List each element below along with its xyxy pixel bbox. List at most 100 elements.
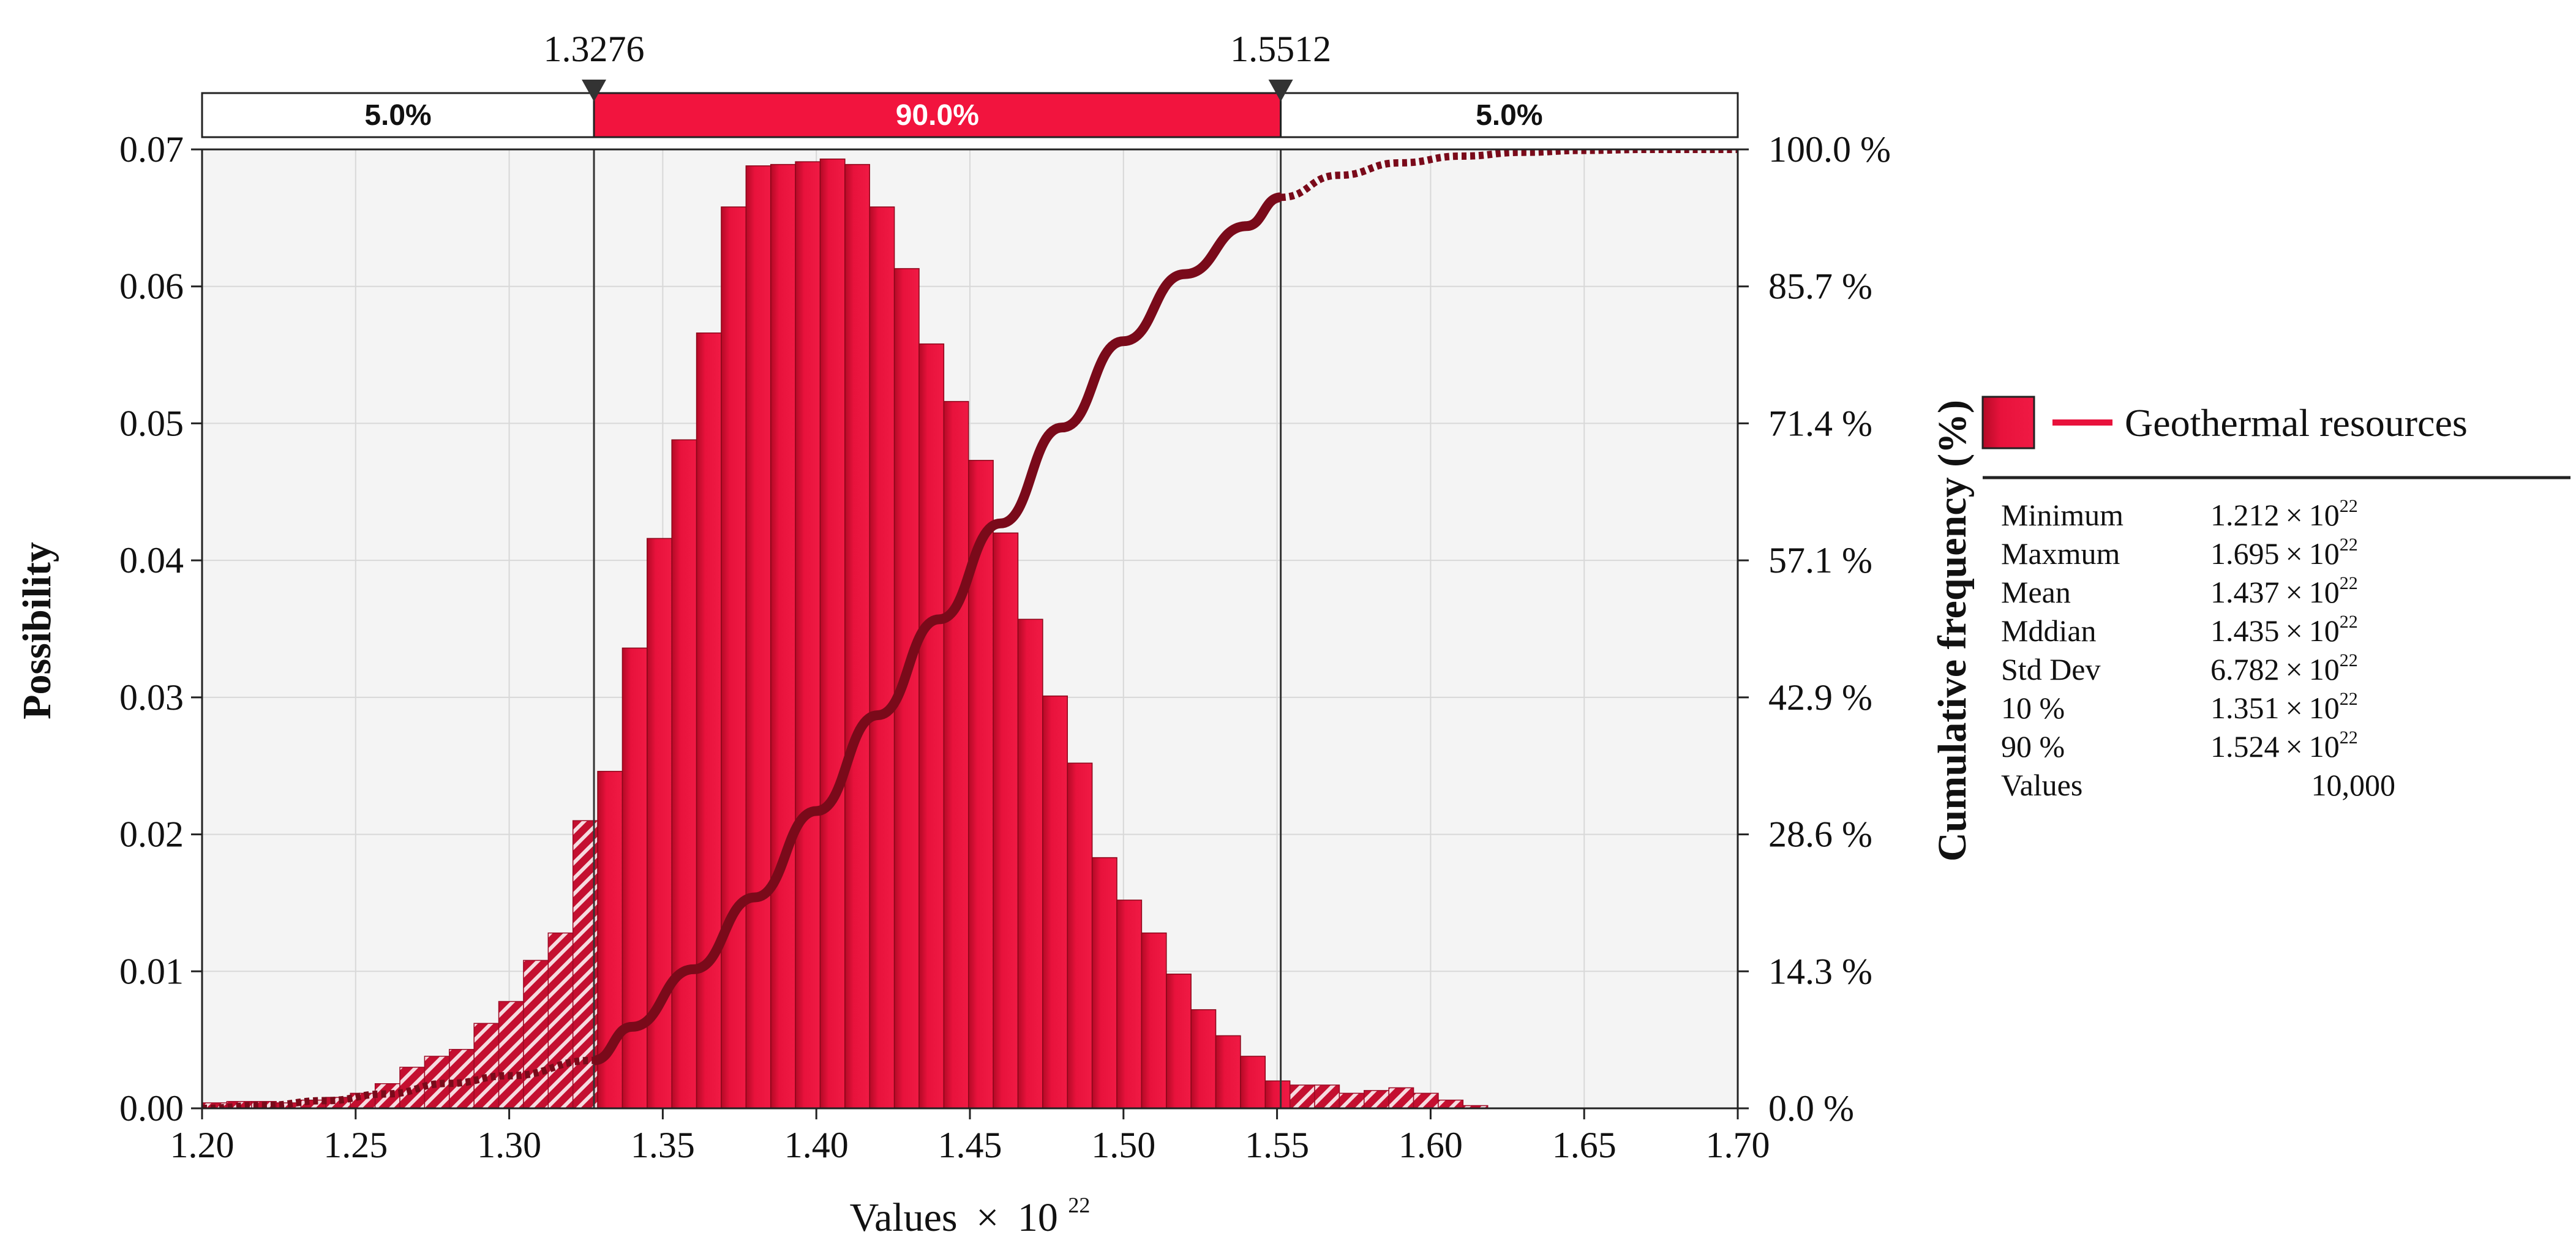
stat-times: ×	[2286, 614, 2303, 648]
stat-value: 6.782 × 1022	[2210, 650, 2358, 686]
band-left-label: 5.0%	[364, 99, 431, 132]
histogram-bar	[1141, 932, 1167, 1109]
band-left-segment	[201, 92, 595, 138]
histogram-bar-tail	[1314, 1084, 1340, 1109]
stat-value: 1.212 × 1022	[2210, 496, 2358, 532]
stat-times: ×	[2286, 575, 2303, 609]
stat-mantissa: 1.351	[2210, 691, 2280, 725]
stat-value: 1.695 × 1022	[2210, 535, 2358, 571]
y-tick-label: 0.03	[119, 677, 184, 718]
histogram-bar-tail	[1364, 1090, 1389, 1109]
y2-axis: 0.0 % 14.3 % 28.6 % 42.9 % 57.1 % 71.4 % 85.7 …	[1738, 129, 1891, 1129]
stat-value: 1.435 × 1022	[2210, 612, 2358, 648]
histogram-bar	[943, 400, 969, 1109]
histogram-bar	[745, 165, 772, 1109]
stat-base: 10	[2309, 652, 2340, 686]
histogram-bar	[819, 158, 846, 1109]
histogram-bar	[1067, 762, 1093, 1109]
histogram-bar	[1017, 618, 1043, 1109]
x-tick-label: 1.40	[784, 1125, 849, 1165]
x-tick-label: 1.65	[1552, 1125, 1617, 1165]
histogram-bar-tail	[1339, 1092, 1365, 1109]
histogram-bar-tail	[1388, 1087, 1414, 1109]
stat-label: Std Dev	[2001, 652, 2101, 686]
y2-tick-label: 85.7 %	[1768, 266, 1872, 307]
y2-tick-label: 0.0 %	[1768, 1088, 1854, 1129]
bound-markers: 1.3276 1.5512	[544, 29, 1331, 102]
y-tick-label: 0.01	[119, 951, 184, 991]
histogram-bar	[621, 647, 648, 1109]
stat-exp: 22	[2340, 535, 2358, 555]
band-right-label: 5.0%	[1476, 99, 1542, 132]
stat-mantissa: 1.695	[2210, 536, 2280, 571]
stat-exp: 22	[2340, 496, 2358, 516]
histogram-bar	[1116, 900, 1143, 1109]
stat-base: 10	[2309, 691, 2340, 725]
upper-bound-label: 1.5512	[1230, 29, 1331, 69]
y2-axis-title: Cumulative frequency (%)	[1930, 400, 1975, 862]
histogram-bar	[721, 206, 747, 1109]
upper-bound-marker-icon[interactable]	[1268, 80, 1293, 102]
histogram-bar	[696, 332, 722, 1109]
histogram-bar-tail	[1413, 1092, 1439, 1109]
stat-exp: 22	[2340, 689, 2358, 709]
histogram-bar-tail	[350, 1092, 376, 1109]
histogram-bar-tail	[547, 932, 574, 1109]
y-tick-label: 0.04	[119, 540, 184, 580]
x-axis: 1.20 1.25 1.30 1.35 1.40 1.45 1.50 1.55 1.60 1.65…	[170, 1108, 1770, 1165]
y-tick-label: 0.07	[119, 129, 184, 170]
probability-band: 5.0% 90.0% 5.0%	[201, 92, 1739, 138]
stat-mantissa: 1.437	[2210, 575, 2280, 609]
x-tick-label: 1.25	[323, 1125, 388, 1165]
x-axis-title: Values × 10 22	[850, 1193, 1091, 1240]
stat-times: ×	[2286, 498, 2303, 532]
histogram-bar	[844, 163, 870, 1109]
lower-bound-label: 1.3276	[544, 29, 645, 69]
histogram-bar-tail	[473, 1023, 500, 1109]
x-tick-label: 1.20	[170, 1125, 235, 1165]
stat-exp: 22	[2340, 573, 2358, 593]
stat-label: 10 %	[2001, 691, 2065, 725]
y-tick-label: 0.00	[119, 1088, 184, 1129]
y-axis-title: Possibility	[15, 542, 59, 719]
histogram-bar	[1215, 1035, 1241, 1109]
stat-times: ×	[2286, 652, 2303, 686]
cumulative-curve-lower-tail	[202, 1056, 595, 1108]
histogram-bar-tail	[325, 1097, 351, 1109]
band-right-segment	[1280, 92, 1739, 138]
x-tick-label: 1.50	[1091, 1125, 1155, 1165]
stat-mantissa: 1.524	[2210, 729, 2280, 764]
histogram-bar	[671, 439, 697, 1109]
histogram-bar-tail	[523, 960, 549, 1109]
histogram-bar-tail	[1289, 1084, 1315, 1109]
lower-bound-marker-icon[interactable]	[582, 80, 607, 102]
stat-exp: 22	[2340, 727, 2358, 748]
histogram-bar-tail	[498, 1001, 524, 1109]
y2-tick-label: 42.9 %	[1768, 677, 1872, 718]
stat-value: 1.437 × 1022	[2210, 573, 2358, 609]
stat-label: Mddian	[2001, 614, 2097, 648]
x-tick-label: 1.35	[631, 1125, 695, 1165]
y2-tick-label: 28.6 %	[1768, 814, 1872, 855]
stat-base: 10	[2309, 498, 2340, 532]
legend-series-label: Geothermal resources	[2125, 401, 2468, 445]
stat-label: Mean	[2001, 575, 2071, 609]
histogram-bar-tail	[424, 1056, 450, 1109]
stat-times: ×	[2286, 729, 2303, 764]
histogram-bar	[1240, 1056, 1266, 1109]
histogram-bar	[1264, 1080, 1291, 1109]
stat-value: 1.524 × 1022	[2210, 727, 2358, 764]
x-tick-label: 1.60	[1399, 1125, 1463, 1165]
histogram-bar	[1166, 974, 1192, 1109]
y2-tick-label: 14.3 %	[1768, 951, 1872, 991]
histogram-bar	[1091, 857, 1117, 1109]
x-tick-label: 1.45	[938, 1125, 1002, 1165]
cumulative-curve-main	[593, 192, 1282, 1065]
y2-tick-label: 57.1 %	[1768, 540, 1872, 580]
stat-label: 90 %	[2001, 729, 2065, 764]
histogram-bar-tail	[1438, 1099, 1464, 1109]
legend-bar-swatch	[1981, 396, 2035, 449]
stat-value: 10,000	[2311, 768, 2396, 802]
